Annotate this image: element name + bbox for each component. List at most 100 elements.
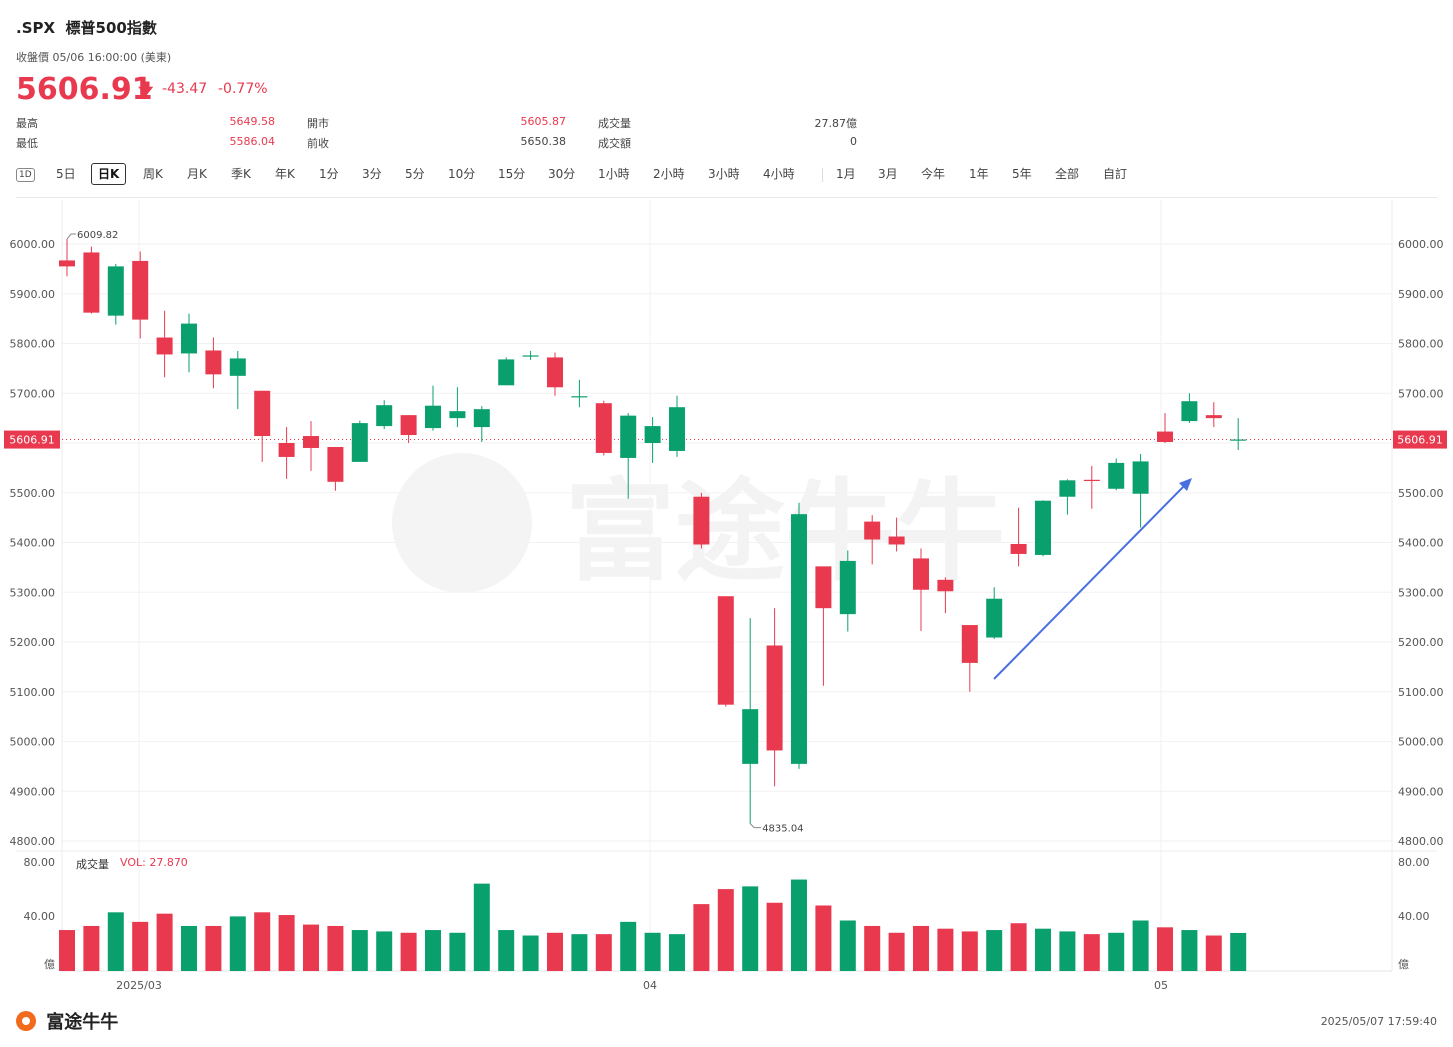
volume-bar bbox=[205, 925, 222, 971]
volume-bar bbox=[156, 913, 173, 971]
tab-1year[interactable]: 1年 bbox=[969, 167, 989, 181]
candle-body bbox=[1230, 439, 1247, 441]
volume-value: VOL: 27.870 bbox=[120, 856, 188, 869]
tab-all[interactable]: 全部 bbox=[1055, 167, 1080, 181]
candle-body bbox=[473, 409, 490, 428]
tab-4hour[interactable]: 4小時 bbox=[763, 167, 795, 181]
y-tick-label-right: 4800.00 bbox=[1398, 835, 1444, 848]
footer-logo: 富途牛牛 bbox=[14, 1008, 118, 1034]
volume-bar bbox=[83, 925, 100, 971]
volume-bar bbox=[717, 889, 734, 971]
volume-bar bbox=[1132, 920, 1149, 971]
stat-value-low: 5586.04 bbox=[229, 135, 276, 148]
volume-bar bbox=[59, 930, 75, 971]
stat-label-volume: 成交量 bbox=[598, 117, 631, 130]
x-tick-label: 05 bbox=[1154, 979, 1168, 992]
y-tick-label-left: 5000.00 bbox=[10, 736, 56, 749]
volume-bar bbox=[1010, 923, 1027, 971]
y-tick-label-right: 5200.00 bbox=[1398, 636, 1444, 649]
candle-body bbox=[888, 536, 905, 545]
y-tick-label-left: 5500.00 bbox=[10, 487, 56, 500]
volume-bar bbox=[620, 921, 637, 971]
volume-bar bbox=[742, 886, 759, 971]
tab-10min[interactable]: 10分 bbox=[448, 167, 476, 181]
volume-bar bbox=[937, 928, 954, 971]
tab-daily-k[interactable]: 日K bbox=[91, 163, 127, 185]
volume-bar bbox=[815, 905, 832, 971]
tab-3month[interactable]: 3月 bbox=[878, 167, 898, 181]
tab-yearly-k[interactable]: 年K bbox=[275, 167, 295, 181]
volume-bar bbox=[254, 912, 271, 971]
volume-bar bbox=[1230, 932, 1247, 971]
tab-3min[interactable]: 3分 bbox=[362, 167, 382, 181]
candle-body bbox=[522, 355, 539, 357]
tab-5year[interactable]: 5年 bbox=[1012, 167, 1032, 181]
candle-body bbox=[1035, 500, 1051, 555]
tab-15min[interactable]: 15分 bbox=[498, 167, 526, 181]
tab-5day[interactable]: 5日 bbox=[56, 167, 76, 181]
tab-1min[interactable]: 1分 bbox=[319, 167, 339, 181]
volume-bar bbox=[986, 930, 1003, 971]
volume-bar bbox=[1083, 934, 1100, 971]
tab-weekly-k[interactable]: 周K bbox=[143, 167, 163, 181]
candle-body bbox=[693, 496, 710, 545]
volume-bar bbox=[864, 925, 881, 971]
candle-body bbox=[839, 560, 856, 615]
volume-unit-left: 億 bbox=[44, 958, 55, 971]
stat-value-turnover: 0 bbox=[850, 135, 857, 148]
tab-5min[interactable]: 5分 bbox=[405, 167, 425, 181]
x-tick-label: 04 bbox=[643, 979, 657, 992]
tab-monthly-k[interactable]: 月K bbox=[187, 167, 207, 181]
candle-body bbox=[205, 350, 222, 375]
tab-custom[interactable]: 自訂 bbox=[1103, 167, 1128, 181]
tab-3hour[interactable]: 3小時 bbox=[708, 167, 740, 181]
tab-quarterly-k[interactable]: 季K bbox=[231, 167, 251, 181]
y-tick-label-right: 5000.00 bbox=[1398, 736, 1444, 749]
x-tick-label: 2025/03 bbox=[116, 979, 162, 992]
current-price-tag-right-text: 5606.91 bbox=[1397, 434, 1443, 447]
tab-30min[interactable]: 30分 bbox=[548, 167, 576, 181]
footer-timestamp: 2025/05/07 17:59:40 bbox=[1320, 1015, 1437, 1028]
tab-2hour[interactable]: 2小時 bbox=[653, 167, 685, 181]
high-annotation: 6009.82 bbox=[77, 230, 118, 241]
stock-name: 標普500指數 bbox=[65, 19, 157, 37]
candle-body bbox=[498, 359, 515, 386]
volume-unit-right: 億 bbox=[1398, 958, 1409, 971]
stat-value-open: 5605.87 bbox=[520, 115, 567, 128]
candle-body bbox=[156, 337, 173, 355]
logo-icon bbox=[16, 1011, 36, 1031]
y-tick-label-left: 5900.00 bbox=[10, 288, 56, 301]
trend-arrow-line bbox=[993, 483, 1187, 680]
candle-body bbox=[766, 645, 783, 751]
tab-1d[interactable]: 1D bbox=[16, 168, 35, 182]
tab-1hour[interactable]: 1小時 bbox=[598, 167, 630, 181]
volume-bar bbox=[595, 934, 612, 971]
volume-bar bbox=[669, 934, 685, 971]
tab-1month[interactable]: 1月 bbox=[836, 167, 856, 181]
candle-body bbox=[229, 358, 246, 376]
candle-body bbox=[1108, 462, 1125, 489]
stat-label-high: 最高 bbox=[16, 117, 38, 130]
candle-body bbox=[961, 625, 978, 663]
volume-bar bbox=[351, 930, 368, 971]
volume-bar bbox=[693, 904, 710, 971]
footer-logo-text: 富途牛牛 bbox=[46, 1012, 119, 1033]
volume-bar bbox=[1205, 935, 1222, 971]
volume-bar bbox=[425, 930, 441, 971]
tab-ytd[interactable]: 今年 bbox=[921, 167, 946, 181]
symbol: .SPX bbox=[16, 19, 56, 37]
volume-label: 成交量 bbox=[76, 858, 109, 871]
volume-bar bbox=[278, 915, 295, 971]
volume-bar bbox=[400, 932, 417, 971]
y-tick-label-left: 5800.00 bbox=[10, 338, 56, 351]
candle-body bbox=[1181, 401, 1198, 422]
y-tick-label-right: 6000.00 bbox=[1398, 238, 1444, 251]
volume-bar bbox=[229, 916, 246, 971]
price-change-pct: -0.77% bbox=[218, 81, 268, 97]
stat-label-turnover: 成交額 bbox=[598, 137, 631, 150]
y-tick-label-right: 5900.00 bbox=[1398, 288, 1444, 301]
candle-body bbox=[595, 403, 612, 453]
candlestick-chart[interactable]: 6000.00 6000.00 5900.00 5900.00 5800.00 5800.… bbox=[0, 0, 1453, 1000]
y-tick-label-right: 5500.00 bbox=[1398, 487, 1444, 500]
volume-bar bbox=[1108, 932, 1125, 971]
